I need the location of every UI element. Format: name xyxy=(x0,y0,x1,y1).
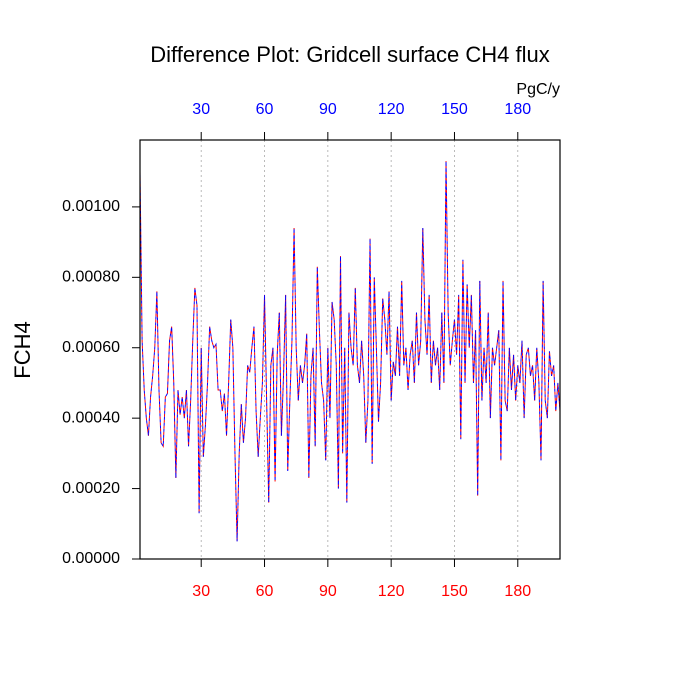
y-tick-label: 0.00040 xyxy=(62,409,120,426)
y-tick-label: 0.00020 xyxy=(62,480,120,497)
top-tick-label: 150 xyxy=(441,101,468,118)
x-tick-label: 150 xyxy=(441,583,468,600)
top-tick-label: 60 xyxy=(256,101,274,118)
y-tick-label: 0.00100 xyxy=(62,198,120,215)
y-tick-label: 0.00080 xyxy=(62,269,120,286)
top-axis-label: PgC/y xyxy=(516,81,560,98)
plot-frame xyxy=(139,139,561,560)
data-line xyxy=(139,161,561,542)
chart-title: Difference Plot: Gridcell surface CH4 fl… xyxy=(150,42,549,67)
y-axis-label: FCH4 xyxy=(10,321,35,378)
y-tick-label: 0.00000 xyxy=(62,550,120,567)
top-tick-label: 30 xyxy=(192,101,210,118)
x-tick-label: 60 xyxy=(256,583,274,600)
x-tick-label: 180 xyxy=(504,583,531,600)
x-tick-label: 90 xyxy=(319,583,337,600)
x-tick-label: 120 xyxy=(378,583,405,600)
data-line xyxy=(139,161,561,542)
x-tick-label: 30 xyxy=(192,583,210,600)
top-tick-label: 120 xyxy=(378,101,405,118)
y-tick-label: 0.00060 xyxy=(62,339,120,356)
top-tick-label: 180 xyxy=(504,101,531,118)
top-tick-label: 90 xyxy=(319,101,337,118)
